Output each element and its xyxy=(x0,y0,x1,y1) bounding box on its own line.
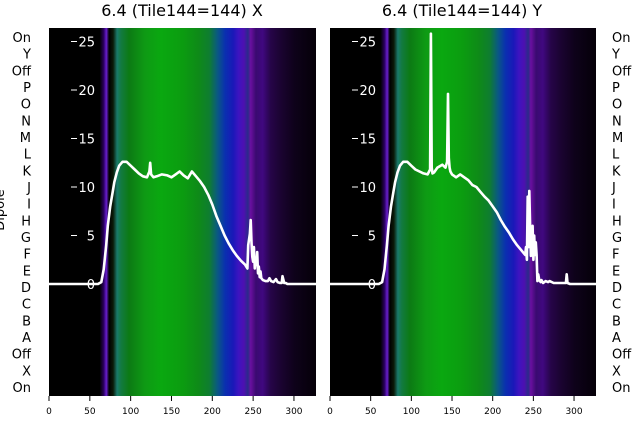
dipole-label-right: O xyxy=(612,98,622,113)
x-tick-label: 150 xyxy=(443,407,460,417)
y-tick-label: 0 xyxy=(87,278,95,293)
dipole-label-right: H xyxy=(612,214,622,229)
x-tick-label: 300 xyxy=(285,407,302,417)
x-tick-label: 50 xyxy=(365,407,377,417)
chart-title: 6.4 (Tile144=144) X xyxy=(101,1,263,20)
dipole-label-right: N xyxy=(612,114,622,129)
chart-panel-y: 0 5 10 15 20 25 0 50 100 150 200 250 300 6.4 (Tile1… xyxy=(327,1,596,417)
x-tick-label: 250 xyxy=(245,407,262,417)
y-tick-group: 0 5 10 15 20 25 xyxy=(71,36,95,293)
dipole-label-left: On xyxy=(13,381,31,396)
dipole-label-right: Off xyxy=(612,348,632,363)
dipole-label-left: J xyxy=(26,181,31,196)
dipole-label-left: Off xyxy=(12,348,32,363)
x-tick-group: 0 50 100 150 200 250 300 xyxy=(46,396,303,417)
x-tick-group: 0 50 100 150 200 250 300 xyxy=(327,396,583,417)
x-tick-label: 0 xyxy=(327,407,333,417)
dipole-label-right: J xyxy=(611,181,616,196)
dipole-label-right: On xyxy=(612,381,630,396)
y-tick-label: 5 xyxy=(368,230,376,245)
chart-panel-x: 0 5 10 15 20 25 0 50 100 150 200 250 300 6.4 (Tile1… xyxy=(46,1,316,417)
dipole-label-right: E xyxy=(612,264,620,279)
dipole-label-left: O xyxy=(21,98,31,113)
y-tick-label: 20 xyxy=(359,84,376,99)
dipole-label-left: P xyxy=(23,81,31,96)
dipole-label-left: D xyxy=(21,281,31,296)
x-tick-label: 0 xyxy=(46,407,52,417)
dipole-label-right: On xyxy=(612,31,630,46)
dipole-label-right: C xyxy=(612,298,621,313)
y-tick-label: 10 xyxy=(78,181,95,196)
y-tick-label: 15 xyxy=(359,133,376,148)
dipole-label-right: M xyxy=(612,131,623,146)
y-tick-label: 0 xyxy=(368,278,376,293)
x-tick-label: 150 xyxy=(163,407,180,417)
dipole-label-right: Off xyxy=(612,64,632,79)
x-tick-label: 250 xyxy=(525,407,542,417)
y-tick-label: 10 xyxy=(359,181,376,196)
chart-title: 6.4 (Tile144=144) Y xyxy=(382,1,543,20)
dipole-label-left: On xyxy=(13,31,31,46)
dipole-label-left: X xyxy=(22,364,31,379)
dipole-label-right: A xyxy=(612,331,621,346)
y-tick-label: 15 xyxy=(78,133,95,148)
y-tick-label: 20 xyxy=(78,84,95,99)
y-tick-label: 25 xyxy=(359,36,376,51)
y-tick-label: 25 xyxy=(78,36,95,51)
dipole-label-right: X xyxy=(612,364,621,379)
waterfall-background xyxy=(49,28,316,396)
x-tick-label: 200 xyxy=(484,407,501,417)
dipole-label-left: N xyxy=(21,114,31,129)
dipole-label-left: E xyxy=(23,264,31,279)
waterfall-background xyxy=(330,28,596,396)
series-line xyxy=(330,32,596,286)
dipole-label-right: Y xyxy=(611,48,620,63)
x-tick-label: 100 xyxy=(122,407,139,417)
dipole-label-right: L xyxy=(612,148,620,163)
dipole-label-left: F xyxy=(24,248,31,263)
dipole-label-left: M xyxy=(20,131,31,146)
x-tick-label: 200 xyxy=(204,407,221,417)
series-line xyxy=(49,160,316,286)
dipole-label-left: B xyxy=(22,314,31,329)
y-tick-group: 0 5 10 15 20 25 xyxy=(352,36,376,293)
dipole-label-left: G xyxy=(21,231,31,246)
dipole-label-left: C xyxy=(22,298,31,313)
dipole-label-right: P xyxy=(612,81,620,96)
x-tick-label: 50 xyxy=(84,407,96,417)
dipole-label-right: I xyxy=(612,198,616,213)
x-tick-label: 100 xyxy=(403,407,420,417)
dipole-label-left: Off xyxy=(12,64,32,79)
dipole-label-left: K xyxy=(22,164,31,179)
dipole-label-left: L xyxy=(24,148,32,163)
x-tick-label: 300 xyxy=(565,407,582,417)
dipole-axis-title: Dipole xyxy=(0,189,8,230)
dipole-label-right: F xyxy=(612,248,619,263)
dipole-label-left: Y xyxy=(22,48,31,63)
dipole-label-right: K xyxy=(612,164,621,179)
dipole-label-right: D xyxy=(612,281,622,296)
dipole-label-right: B xyxy=(612,314,621,329)
y-tick-label: 5 xyxy=(87,230,95,245)
dipole-label-left: H xyxy=(21,214,31,229)
dipole-label-left: A xyxy=(22,331,31,346)
dipole-label-right: G xyxy=(612,231,622,246)
dipole-label-left: I xyxy=(27,198,31,213)
